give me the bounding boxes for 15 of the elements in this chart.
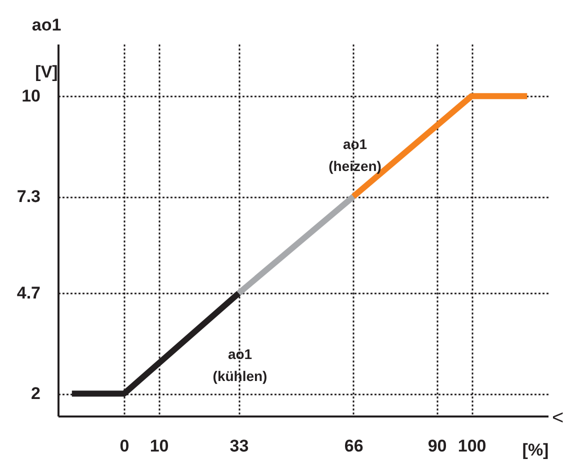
x-tick-label: 10 (150, 436, 169, 456)
y-tick-label: 10 (22, 86, 40, 106)
y-tick-label: 7.3 (16, 187, 40, 206)
text: < (552, 407, 564, 429)
y-tick-label: 4.7 (16, 284, 40, 303)
annotation: ao1 (kühlen) (212, 346, 268, 384)
x-tick-label: 100 (458, 436, 486, 456)
text: ao1 [V] (32, 16, 62, 82)
x-axis-title: [%] (522, 440, 549, 460)
x-tick-label: 33 (230, 436, 249, 456)
x-tick-label: 90 (428, 436, 447, 456)
x-tick-label: 0 (120, 436, 130, 456)
y-tick-label: 2 (31, 384, 40, 404)
x-tick-label: 66 (344, 436, 364, 456)
annotation: ao1 (heizen) (328, 136, 382, 174)
